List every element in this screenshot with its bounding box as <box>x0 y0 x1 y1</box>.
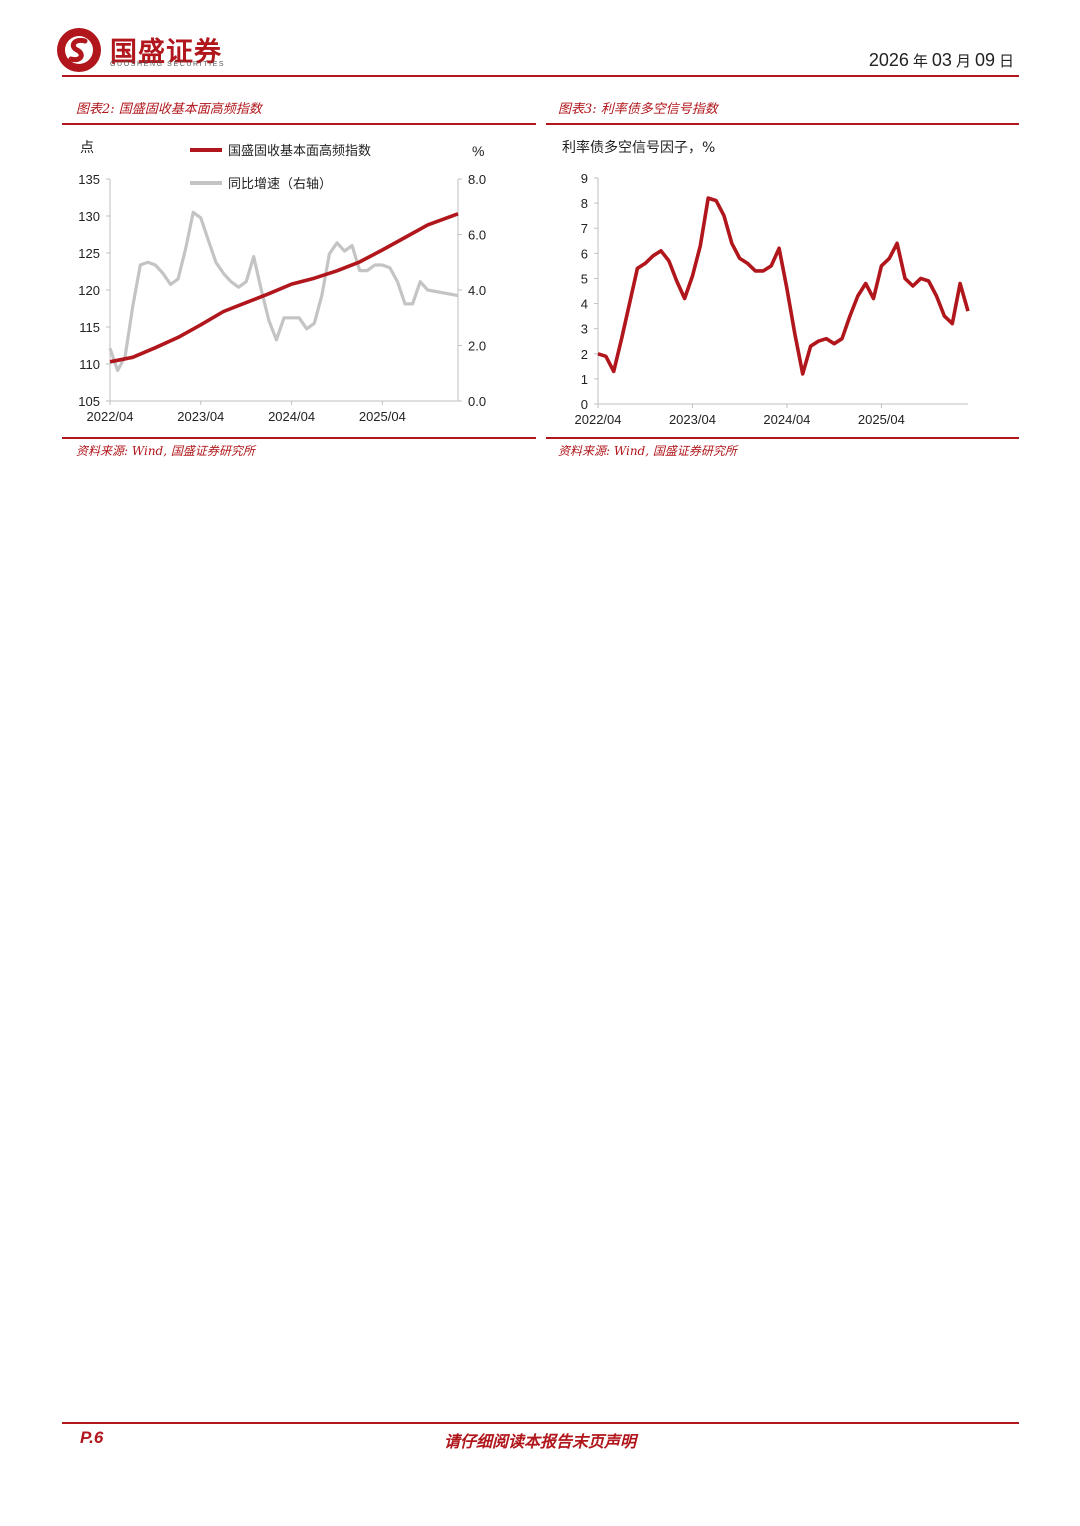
report-date: 2026 年 03 月 09 日 <box>869 50 1018 71</box>
left-y-tick-label: 110 <box>79 357 100 372</box>
left-y-tick-label: 135 <box>78 172 100 187</box>
footer-disclaimer: 请仔细阅读本报告末页声明 <box>443 1432 636 1451</box>
left-y-tick-label: 130 <box>78 209 100 224</box>
right-chart-tick-labels: 0 1 2 3 4 5 6 7 8 9 2022/04 2023/04 2024/04 2025/04 <box>575 171 905 427</box>
legend-yoy-growth: 同比增速（右轴） <box>190 177 332 192</box>
date-day-unit: 日 <box>998 52 1014 70</box>
left-chart-tick-labels: 105 110 115 120 125 130 135 0.0 2.0 4.0 6.0 8.0 2022… <box>78 172 486 424</box>
right-chart-series <box>597 196 970 376</box>
x-tick-label: 2025/04 <box>858 412 905 427</box>
x-tick-label: 2022/04 <box>87 409 134 424</box>
page-number: P.6 <box>80 1428 104 1447</box>
figure-right-top-rule <box>546 123 1019 125</box>
legend-fundamental-index: 国盛固收基本面高频指数 <box>190 143 371 159</box>
left-y-tick-label: 120 <box>78 283 100 298</box>
date-year-unit: 年 <box>912 52 928 70</box>
y-tick-label: 8 <box>581 196 588 211</box>
y-tick-label: 1 <box>581 372 588 387</box>
right-y-tick-label: 4.0 <box>468 283 486 298</box>
series-line-signal-factor <box>597 196 970 376</box>
left-y-tick-label: 125 <box>78 246 100 261</box>
date-year: 2026 <box>868 50 909 70</box>
figure-left-bottom-rule <box>62 437 536 439</box>
x-tick-label: 2023/04 <box>177 409 224 424</box>
y-tick-label: 2 <box>581 347 588 362</box>
figure-right-source: 资料来源: Wind, 国盛证券研究所 <box>558 444 737 458</box>
date-month: 03 <box>931 50 952 70</box>
left-chart-series <box>108 210 459 373</box>
y-tick-label: 6 <box>581 246 588 261</box>
legend-label-yoy-growth: 同比增速（右轴） <box>228 177 332 192</box>
x-tick-label: 2024/04 <box>763 412 810 427</box>
series-line-fundamental-index <box>109 212 459 364</box>
date-day: 09 <box>974 50 995 70</box>
series-line-yoy-growth <box>108 210 459 373</box>
figure-left-source: 资料来源: Wind, 国盛证券研究所 <box>76 444 255 458</box>
right-axis-unit-label: % <box>472 143 484 159</box>
right-y-tick-label: 2.0 <box>468 339 486 354</box>
date-month-unit: 月 <box>955 52 971 70</box>
brand-name: 国盛证券 <box>110 37 222 68</box>
left-y-tick-label: 105 <box>78 394 100 409</box>
legend-label-fundamental-index: 国盛固收基本面高频指数 <box>228 143 371 159</box>
x-tick-label: 2024/04 <box>268 409 315 424</box>
y-tick-label: 4 <box>581 297 588 312</box>
x-tick-label: 2023/04 <box>669 412 716 427</box>
y-tick-label: 5 <box>581 271 588 286</box>
left-y-tick-label: 115 <box>79 320 100 335</box>
x-tick-label: 2025/04 <box>359 409 406 424</box>
right-y-tick-label: 0.0 <box>468 394 486 409</box>
figure-left-title: 图表2: 国盛固收基本面高频指数 <box>76 102 262 117</box>
left-axis-unit-label: 点 <box>80 140 94 156</box>
left-chart-axes <box>106 178 462 405</box>
y-tick-label: 9 <box>581 171 588 186</box>
right-chart-title: 利率债多空信号因子，% <box>562 139 715 156</box>
brand-subtitle: GUOSHENG SECURITIES <box>110 61 226 68</box>
right-y-tick-label: 6.0 <box>468 228 486 243</box>
fundamental-index-chart: 点 % 国盛固收基本面高频指数 同比增速（右轴） 105 110 115 120 125… <box>78 140 486 424</box>
figure-left-top-rule <box>62 123 536 125</box>
right-y-tick-label: 8.0 <box>468 172 486 187</box>
y-tick-label: 3 <box>581 322 588 337</box>
figure-right-title: 图表3: 利率债多空信号指数 <box>558 102 718 117</box>
guosheng-logo-icon <box>57 28 101 72</box>
footer-divider <box>62 1422 1019 1424</box>
y-tick-label: 0 <box>581 397 588 412</box>
header-divider <box>62 75 1019 77</box>
bond-signal-chart: 利率债多空信号因子，% 0 1 2 3 4 5 6 7 8 9 2022/04 2023/04 2024… <box>562 139 970 427</box>
figure-right-bottom-rule <box>546 437 1019 439</box>
right-chart-axes <box>594 177 968 408</box>
x-tick-label: 2022/04 <box>575 412 622 427</box>
y-tick-label: 7 <box>581 221 588 236</box>
